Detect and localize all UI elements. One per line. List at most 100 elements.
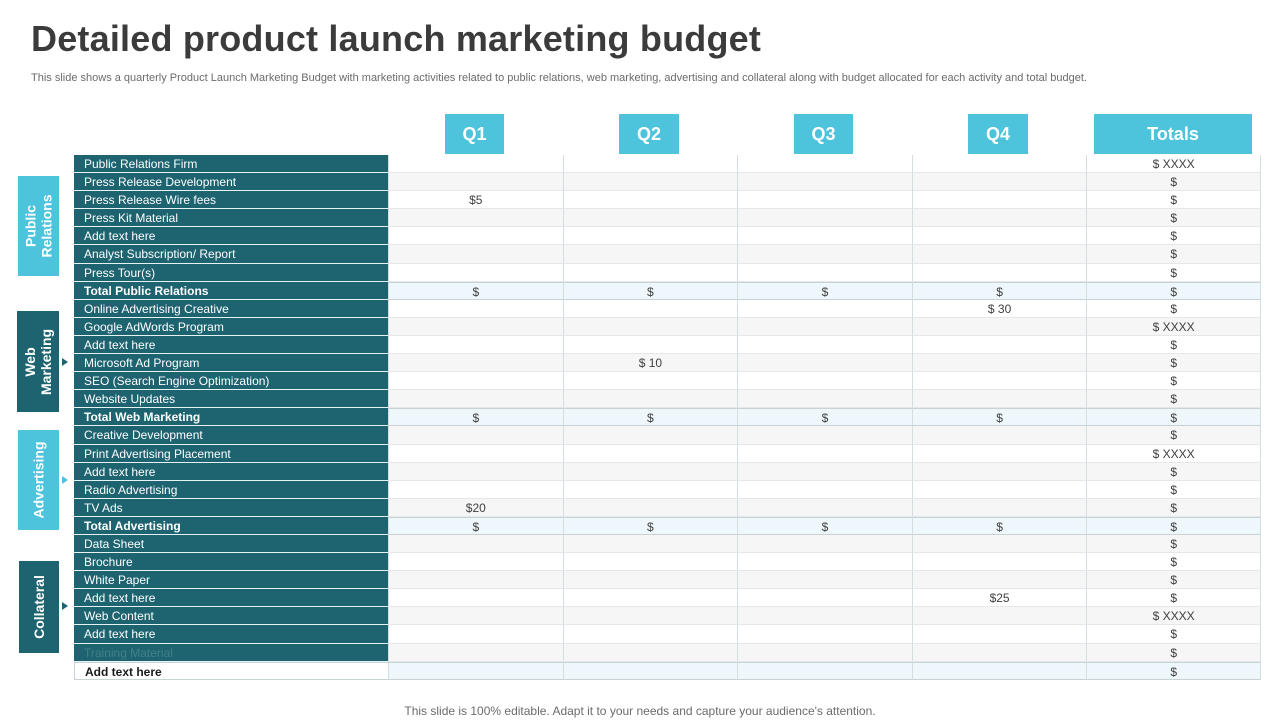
cell-q4: $ — [911, 516, 1087, 535]
cell-q1 — [388, 444, 563, 463]
column-header-q3: Q3 — [794, 114, 853, 154]
cell-total: $ — [1086, 354, 1261, 373]
cell-q1 — [388, 317, 563, 336]
cell-q3: $ — [737, 281, 912, 300]
table-row: Brochure $ — [74, 553, 1261, 572]
page-subtitle: This slide shows a quarterly Product Lau… — [31, 72, 1087, 84]
table-row-subtotal: Total Web Marketing $ $ $ $ $ — [74, 408, 1261, 427]
column-header-q1: Q1 — [445, 114, 504, 154]
row-label: Google AdWords Program — [74, 317, 388, 336]
table-row: Add text here $ — [74, 462, 1261, 481]
cell-q3 — [737, 625, 912, 644]
table-row: Print Advertising Placement $ XXXX — [74, 444, 1261, 463]
cell-total: $ — [1086, 661, 1261, 680]
cell-total: $ XXXX — [1086, 444, 1261, 463]
table-row-grand-total: Add text here $ — [74, 661, 1261, 680]
row-label: Press Kit Material — [74, 209, 388, 228]
column-header-q4: Q4 — [968, 114, 1028, 154]
table-row: Data Sheet $ — [74, 534, 1261, 554]
row-label: SEO (Search Engine Optimization) — [74, 372, 388, 391]
cell-q4 — [911, 317, 1087, 336]
cell-q3 — [737, 426, 912, 445]
table-row: Press Kit Material $ — [74, 209, 1261, 228]
category-collateral: Collateral — [19, 561, 59, 653]
cell-q3: $ — [737, 516, 912, 535]
cell-q3 — [737, 227, 912, 246]
cell-q1 — [388, 607, 563, 626]
cell-q4 — [911, 553, 1087, 572]
cell-q3 — [737, 462, 912, 481]
cell-q2 — [562, 643, 738, 662]
cell-q2 — [562, 317, 738, 336]
cell-q1 — [388, 553, 563, 572]
table-row: Add text here $25 $ — [74, 589, 1261, 608]
cell-q1 — [388, 335, 563, 355]
pointer-arrow-icon — [62, 358, 68, 366]
cell-q4 — [911, 462, 1087, 481]
cell-q4 — [911, 245, 1087, 264]
cell-q2: $ — [562, 516, 738, 535]
cell-q4 — [911, 227, 1087, 246]
row-label: White Paper — [74, 571, 388, 590]
cell-q2 — [562, 335, 738, 355]
cell-total: $ — [1086, 191, 1261, 210]
table-row: Training Material $ — [74, 643, 1261, 662]
table-row: Press Release Wire fees $5 $ — [74, 191, 1261, 210]
cell-total: $ — [1086, 462, 1261, 481]
cell-q2 — [562, 426, 738, 445]
cell-q1 — [388, 245, 563, 264]
cell-q1 — [388, 462, 563, 481]
cell-total: $ — [1086, 625, 1261, 644]
cell-q4 — [911, 191, 1087, 210]
category-advertising: Advertising — [18, 430, 59, 530]
row-label: Online Advertising Creative — [74, 299, 388, 318]
cell-total: $ — [1086, 589, 1261, 608]
table-row: Creative Development $ — [74, 426, 1261, 445]
cell-q4 — [911, 390, 1087, 409]
cell-q3 — [737, 299, 912, 318]
cell-q2 — [562, 263, 738, 282]
cell-q2 — [562, 227, 738, 246]
cell-q1 — [388, 390, 563, 409]
cell-q3 — [737, 498, 912, 517]
row-label: Public Relations Firm — [74, 155, 388, 174]
cell-q2 — [562, 571, 738, 590]
column-header-q2: Q2 — [619, 114, 679, 154]
table-row: Website Updates $ — [74, 390, 1261, 409]
row-label: Analyst Subscription/ Report — [74, 245, 388, 264]
cell-q3 — [737, 209, 912, 228]
table-row: Google AdWords Program $ XXXX — [74, 317, 1261, 336]
column-header-totals: Totals — [1094, 114, 1252, 154]
cell-total: $ — [1086, 263, 1261, 282]
row-label: Press Tour(s) — [74, 263, 388, 282]
cell-q1 — [388, 155, 563, 174]
cell-q1 — [388, 426, 563, 445]
cell-q2 — [562, 372, 738, 391]
cell-total: $ — [1086, 480, 1261, 499]
cell-total: $ — [1086, 498, 1261, 517]
cell-total: $ — [1086, 390, 1261, 409]
cell-total: $ XXXX — [1086, 317, 1261, 336]
table-row: Web Content $ XXXX — [74, 607, 1261, 626]
cell-q1: $ — [388, 281, 563, 300]
cell-q1 — [388, 263, 563, 282]
category-public-relations: Public Relations — [18, 176, 59, 276]
cell-q2 — [562, 209, 738, 228]
cell-total: $ — [1086, 173, 1261, 192]
cell-q3 — [737, 335, 912, 355]
cell-q1 — [388, 372, 563, 391]
cell-q4 — [911, 625, 1087, 644]
table-row: Add text here $ — [74, 625, 1261, 644]
cell-q2 — [562, 390, 738, 409]
cell-q2 — [562, 625, 738, 644]
cell-q3 — [737, 643, 912, 662]
cell-total: $ — [1086, 299, 1261, 318]
cell-q4 — [911, 426, 1087, 445]
row-label: Press Release Wire fees — [74, 191, 388, 210]
pointer-arrow-icon — [62, 602, 68, 610]
cell-q1: $ — [388, 408, 563, 427]
cell-total: $ — [1086, 227, 1261, 246]
cell-q3 — [737, 589, 912, 608]
row-label: Add text here — [74, 625, 388, 644]
row-label: Add text here — [74, 227, 388, 246]
